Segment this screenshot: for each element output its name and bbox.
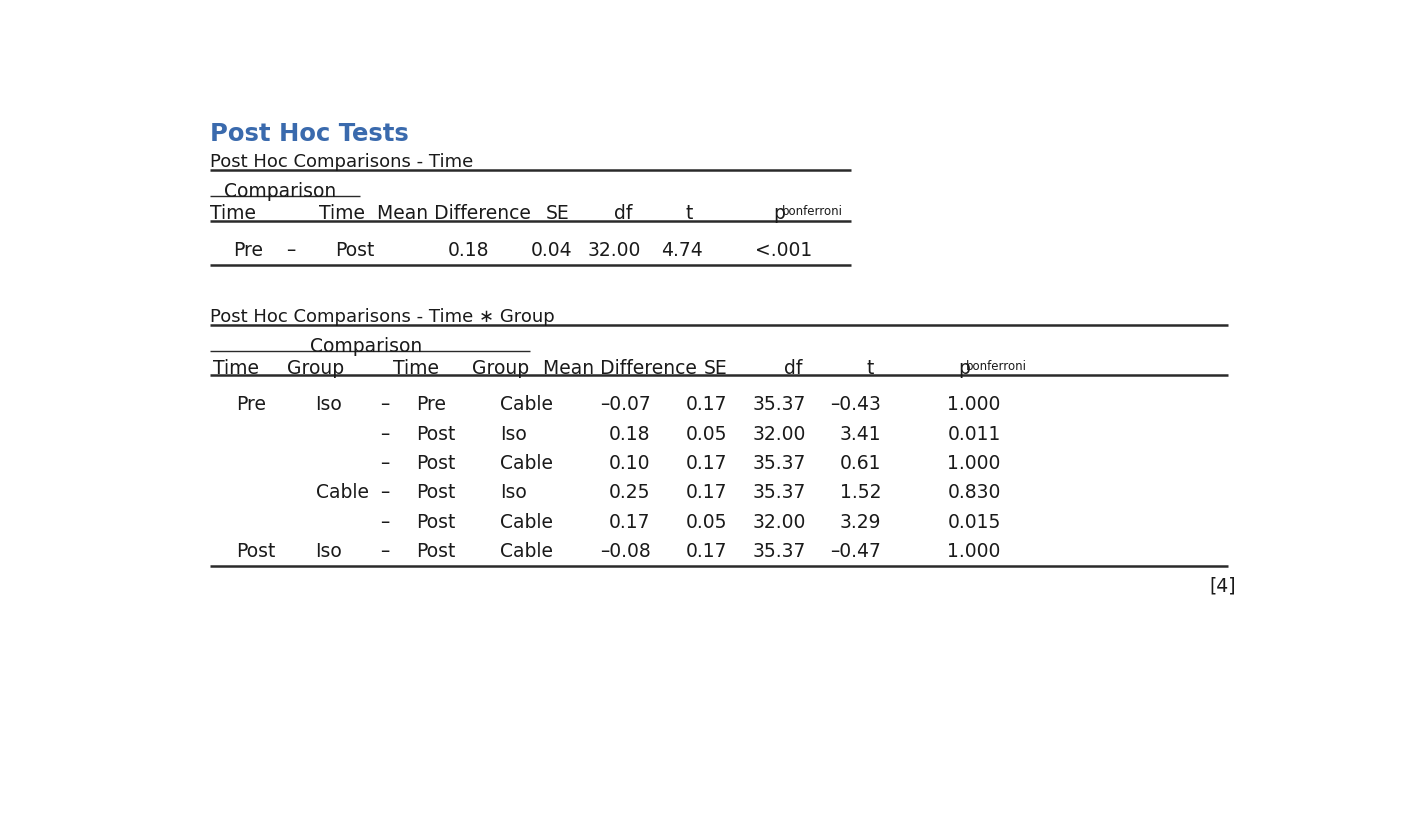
Text: Iso: Iso (316, 542, 342, 561)
Text: Post: Post (415, 542, 455, 561)
Text: Iso: Iso (501, 484, 527, 502)
Text: 35.37: 35.37 (753, 484, 805, 502)
Text: 1.000: 1.000 (947, 396, 1001, 415)
Text: Mean Difference: Mean Difference (377, 204, 532, 223)
Text: Cable: Cable (316, 484, 369, 502)
Text: 0.17: 0.17 (686, 542, 727, 561)
Text: 0.17: 0.17 (686, 454, 727, 473)
Text: 3.41: 3.41 (839, 425, 882, 444)
Text: –: – (286, 241, 295, 260)
Text: df: df (614, 204, 632, 223)
Text: SE: SE (705, 359, 727, 377)
Text: Time: Time (319, 204, 366, 223)
Text: 0.04: 0.04 (530, 241, 571, 260)
Text: 0.18: 0.18 (447, 241, 489, 260)
Text: 35.37: 35.37 (753, 542, 805, 561)
Text: Cable: Cable (501, 542, 553, 561)
Text: Time: Time (210, 204, 257, 223)
Text: Post: Post (415, 425, 455, 444)
Text: Iso: Iso (316, 396, 342, 415)
Text: Comparison: Comparison (224, 182, 336, 201)
Text: –: – (380, 484, 390, 502)
Text: 1.52: 1.52 (839, 484, 882, 502)
Text: p: p (774, 204, 786, 223)
Text: 0.61: 0.61 (839, 454, 882, 473)
Text: t: t (866, 359, 873, 377)
Text: 32.00: 32.00 (753, 513, 805, 531)
Text: <.001: <.001 (754, 241, 813, 260)
Text: 4.74: 4.74 (661, 241, 703, 260)
Text: 0.17: 0.17 (686, 484, 727, 502)
Text: Pre: Pre (415, 396, 445, 415)
Text: Iso: Iso (501, 425, 527, 444)
Text: Post Hoc Comparisons - Time: Post Hoc Comparisons - Time (210, 153, 474, 171)
Text: 32.00: 32.00 (753, 425, 805, 444)
Text: Cable: Cable (501, 513, 553, 531)
Text: Post: Post (237, 542, 275, 561)
Text: 0.015: 0.015 (947, 513, 1001, 531)
Text: Cable: Cable (501, 454, 553, 473)
Text: Cable: Cable (501, 396, 553, 415)
Text: Post: Post (415, 513, 455, 531)
Text: 0.18: 0.18 (608, 425, 651, 444)
Text: –0.07: –0.07 (600, 396, 651, 415)
Text: Pre: Pre (233, 241, 264, 260)
Text: –: – (380, 425, 390, 444)
Text: Mean Difference: Mean Difference (543, 359, 696, 377)
Text: [4]: [4] (1210, 577, 1235, 596)
Text: bonferroni: bonferroni (966, 360, 1027, 373)
Text: t: t (685, 204, 692, 223)
Text: Post: Post (335, 241, 374, 260)
Text: Comparison: Comparison (311, 337, 423, 356)
Text: 0.830: 0.830 (947, 484, 1001, 502)
Text: Post: Post (415, 454, 455, 473)
Text: –0.08: –0.08 (600, 542, 651, 561)
Text: Group: Group (286, 359, 345, 377)
Text: Post Hoc Tests: Post Hoc Tests (210, 122, 408, 146)
Text: Pre: Pre (237, 396, 267, 415)
Text: Group: Group (472, 359, 529, 377)
Text: bonferroni: bonferroni (781, 205, 842, 218)
Text: 35.37: 35.37 (753, 454, 805, 473)
Text: Post: Post (415, 484, 455, 502)
Text: 0.17: 0.17 (608, 513, 651, 531)
Text: 0.10: 0.10 (608, 454, 651, 473)
Text: p: p (959, 359, 970, 377)
Text: 0.05: 0.05 (686, 425, 727, 444)
Text: –0.43: –0.43 (831, 396, 882, 415)
Text: 1.000: 1.000 (947, 454, 1001, 473)
Text: Time: Time (213, 359, 259, 377)
Text: –: – (380, 396, 390, 415)
Text: 1.000: 1.000 (947, 542, 1001, 561)
Text: SE: SE (546, 204, 570, 223)
Text: df: df (784, 359, 803, 377)
Text: 0.011: 0.011 (947, 425, 1001, 444)
Text: –: – (380, 454, 390, 473)
Text: Post Hoc Comparisons - Time ∗ Group: Post Hoc Comparisons - Time ∗ Group (210, 308, 554, 326)
Text: 0.25: 0.25 (608, 484, 651, 502)
Text: –: – (380, 542, 390, 561)
Text: 32.00: 32.00 (588, 241, 641, 260)
Text: –: – (380, 513, 390, 531)
Text: 0.05: 0.05 (686, 513, 727, 531)
Text: 35.37: 35.37 (753, 396, 805, 415)
Text: 0.17: 0.17 (686, 396, 727, 415)
Text: Time: Time (393, 359, 438, 377)
Text: 3.29: 3.29 (839, 513, 882, 531)
Text: –0.47: –0.47 (831, 542, 882, 561)
